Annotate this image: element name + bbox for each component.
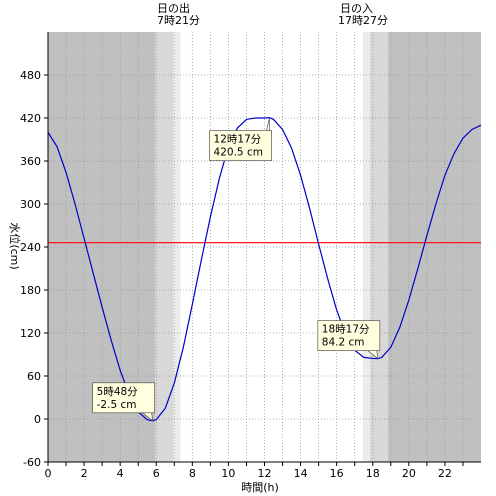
callout-time: 18時17分: [322, 324, 370, 336]
sunrise-time: 7時21分: [157, 14, 200, 27]
x-tick-label: 22: [438, 467, 452, 480]
y-tick-label: 480: [20, 69, 41, 82]
y-axis-label: 水位(cm): [8, 222, 22, 269]
x-tick-label: 12: [258, 467, 272, 480]
y-tick-label: 60: [27, 370, 41, 383]
y-tick-label: 300: [20, 198, 41, 211]
x-tick-label: 16: [330, 467, 344, 480]
callout-value: 420.5 cm: [214, 147, 263, 159]
x-tick-label: 2: [81, 467, 88, 480]
callout-value: 84.2 cm: [322, 337, 365, 349]
callout-box: [209, 130, 272, 161]
x-tick-label: 20: [402, 467, 416, 480]
callout-time: 5時48分: [97, 386, 139, 398]
y-tick-label: 240: [20, 241, 41, 254]
x-axis-label: 時間(h): [241, 481, 279, 494]
callout-value: -2.5 cm: [97, 399, 137, 411]
callout-pointer: [142, 412, 154, 422]
dawn-inner-band: [173, 32, 181, 462]
y-tick-label: 360: [20, 155, 41, 168]
sunset-label: 日の入: [340, 2, 373, 15]
x-tick-label: 0: [45, 467, 52, 480]
x-tick-label: 4: [117, 467, 124, 480]
grid-lines: [48, 32, 481, 462]
sunset-time: 17時27分: [338, 14, 388, 27]
callout-time: 12時17分: [214, 134, 262, 146]
y-tick-label: 420: [20, 112, 41, 125]
axes-group: -60 0 60 120 180 240 300 360 420 480 0 2 4 6 8 10 12 14 16…: [20, 32, 481, 480]
y-tick-label: -60: [23, 456, 41, 469]
x-tick-label: 18: [366, 467, 380, 480]
callout-box: [317, 320, 381, 352]
x-tick-label: 6: [153, 467, 160, 480]
y-tick-label: 0: [34, 413, 41, 426]
callout-box: [92, 382, 155, 414]
callout-pointer: [367, 350, 379, 360]
x-tick-label: 10: [221, 467, 235, 480]
x-tick-label: 14: [294, 467, 308, 480]
dawn-twilight-band: [155, 32, 174, 462]
sunrise-label: 日の出: [157, 1, 190, 15]
y-tick-label: 180: [20, 284, 41, 297]
callout: 5時48分-2.5 cm: [92, 382, 155, 422]
y-tick-label: 120: [20, 327, 41, 340]
x-tick-label: 8: [189, 467, 196, 480]
